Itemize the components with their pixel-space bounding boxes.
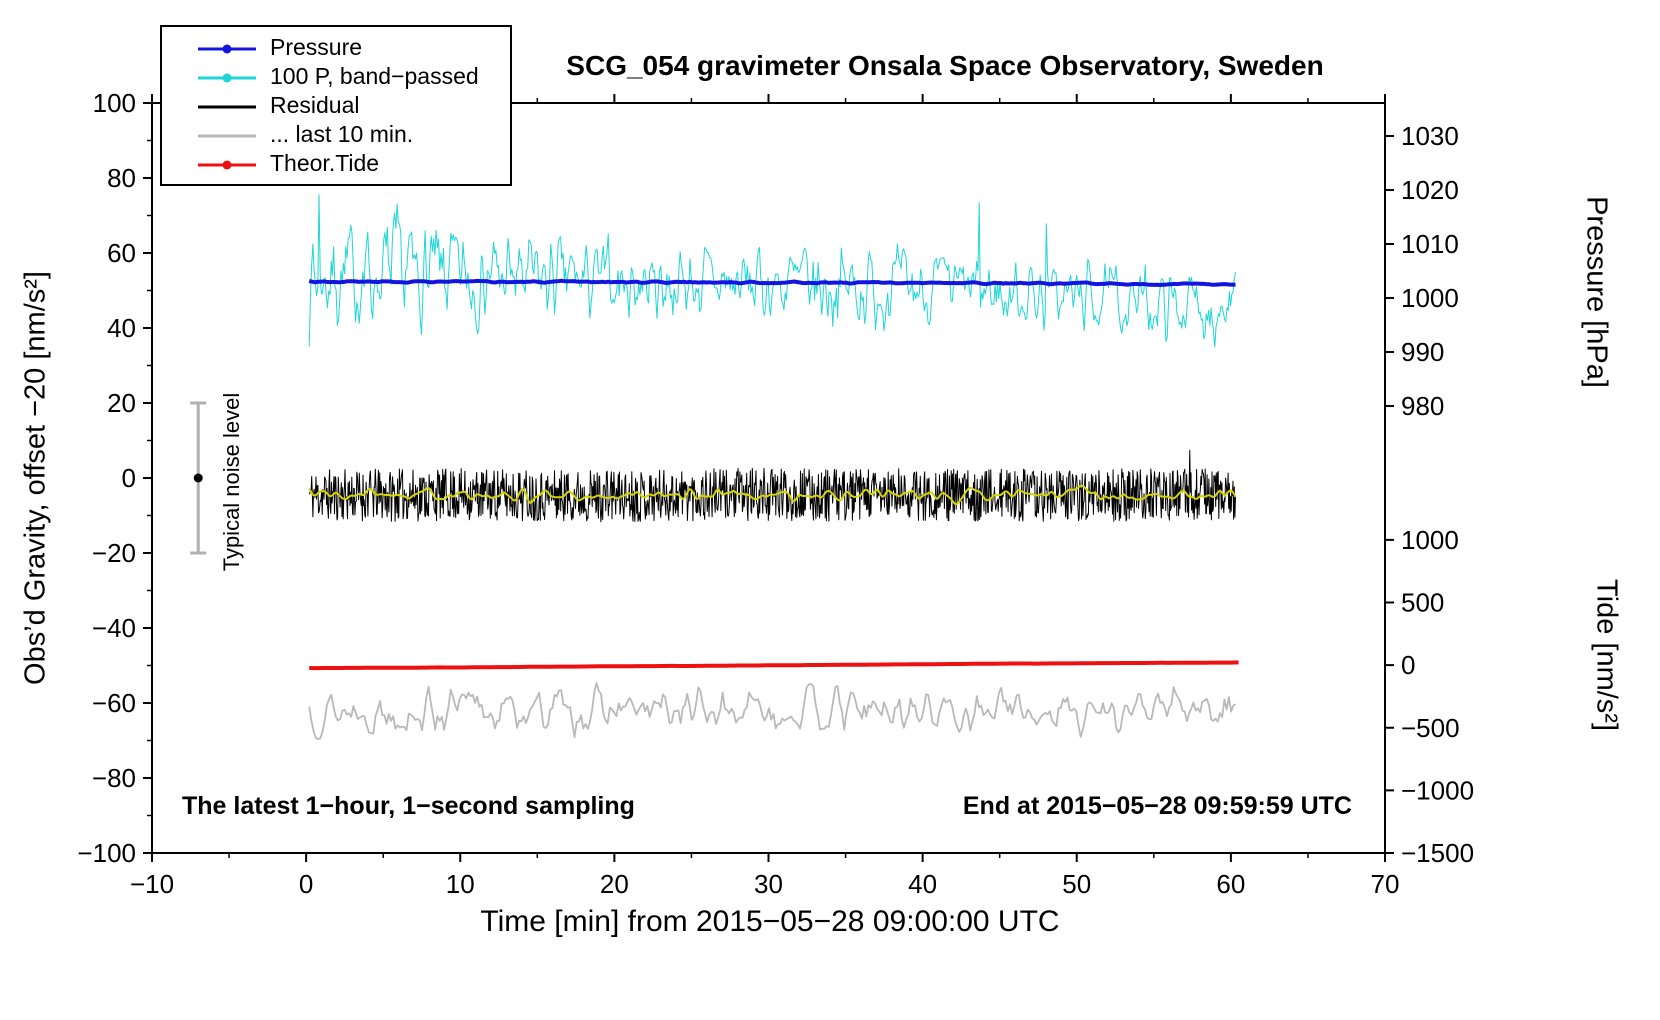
legend-label: ... last 10 min. — [270, 121, 414, 147]
x-tick-label: 60 — [1216, 869, 1245, 899]
tide-tick-label: −1500 — [1401, 838, 1474, 868]
y-tick-label: 20 — [107, 388, 136, 418]
x-tick-label: 20 — [600, 869, 629, 899]
sampling-note: The latest 1−hour, 1−second sampling — [182, 792, 635, 820]
y-axis-label-left: Obs’d Gravity, offset −20 [nm/s²] — [19, 271, 52, 685]
legend-item: Pressure — [162, 33, 510, 62]
chart-title: SCG_054 gravimeter Onsala Space Observat… — [566, 50, 1324, 81]
y-tick-label: −100 — [77, 838, 136, 868]
plot-frame — [151, 102, 1386, 854]
legend-item: ... last 10 min. — [162, 120, 510, 149]
y-tick-label: 60 — [107, 238, 136, 268]
series--last-10-min- — [308, 682, 1236, 740]
legend-item: Theor.Tide — [162, 149, 510, 178]
legend-marker-icon — [196, 71, 258, 83]
pressure-tick-label: 1010 — [1401, 229, 1459, 259]
y-axis-label-tide: Tide [nm/s²] — [1590, 578, 1623, 732]
noise-level-label: Typical noise level — [219, 392, 244, 572]
tide-tick-label: −1000 — [1401, 775, 1474, 805]
y-tick-label: 40 — [107, 313, 136, 343]
pressure-tick-label: 1030 — [1401, 121, 1459, 151]
legend-marker-icon — [196, 100, 258, 112]
pressure-tick-label: 980 — [1401, 391, 1444, 421]
y-tick-label: −80 — [92, 763, 136, 793]
legend-item: Residual — [162, 91, 510, 120]
noise-marker-dot — [193, 473, 203, 483]
series-100-p-band-passed — [308, 194, 1236, 348]
legend-label: 100 P, band−passed — [270, 63, 479, 89]
series-pressure — [308, 278, 1236, 287]
legend-marker-icon — [196, 129, 258, 141]
x-tick-label: 30 — [754, 869, 783, 899]
y-tick-label: −40 — [92, 613, 136, 643]
pressure-tick-label: 1000 — [1401, 283, 1459, 313]
x-tick-label: 0 — [299, 869, 313, 899]
x-tick-label: 70 — [1371, 869, 1400, 899]
x-tick-label: −10 — [130, 869, 174, 899]
tide-tick-label: 0 — [1401, 650, 1415, 680]
series-residual-10-min-mean — [308, 484, 1237, 506]
y-tick-label: 0 — [122, 463, 136, 493]
series-theor-tide — [309, 660, 1239, 671]
tide-tick-label: 500 — [1401, 588, 1444, 618]
tide-tick-label: 1000 — [1401, 525, 1459, 555]
pressure-tick-label: 1020 — [1401, 175, 1459, 205]
x-tick-label: 50 — [1062, 869, 1091, 899]
x-tick-label: 10 — [446, 869, 475, 899]
y-tick-label: −20 — [92, 538, 136, 568]
legend-marker-icon — [196, 42, 258, 54]
y-tick-label: −60 — [92, 688, 136, 718]
legend-label: Pressure — [270, 34, 363, 60]
x-axis-label: Time [min] from 2015−05−28 09:00:00 UTC — [480, 905, 1060, 938]
legend-label: Residual — [270, 92, 360, 118]
y-tick-label: 80 — [107, 163, 136, 193]
end-time-note: End at 2015−05−28 09:59:59 UTC — [962, 792, 1352, 820]
legend-label: Theor.Tide — [270, 150, 380, 176]
legend-items: Pressure 100 P, band−passed Residual ... la… — [162, 33, 510, 178]
legend-item: 100 P, band−passed — [162, 62, 510, 91]
x-tick-label: 40 — [908, 869, 937, 899]
y-axis-label-pressure: Pressure [hPa] — [1580, 196, 1613, 388]
legend: Pressure 100 P, band−passed Residual ... la… — [160, 25, 512, 186]
series-residual — [308, 449, 1236, 523]
y-tick-label: 100 — [93, 88, 136, 118]
legend-marker-icon — [196, 158, 258, 170]
pressure-tick-label: 990 — [1401, 337, 1444, 367]
tide-tick-label: −500 — [1401, 713, 1460, 743]
